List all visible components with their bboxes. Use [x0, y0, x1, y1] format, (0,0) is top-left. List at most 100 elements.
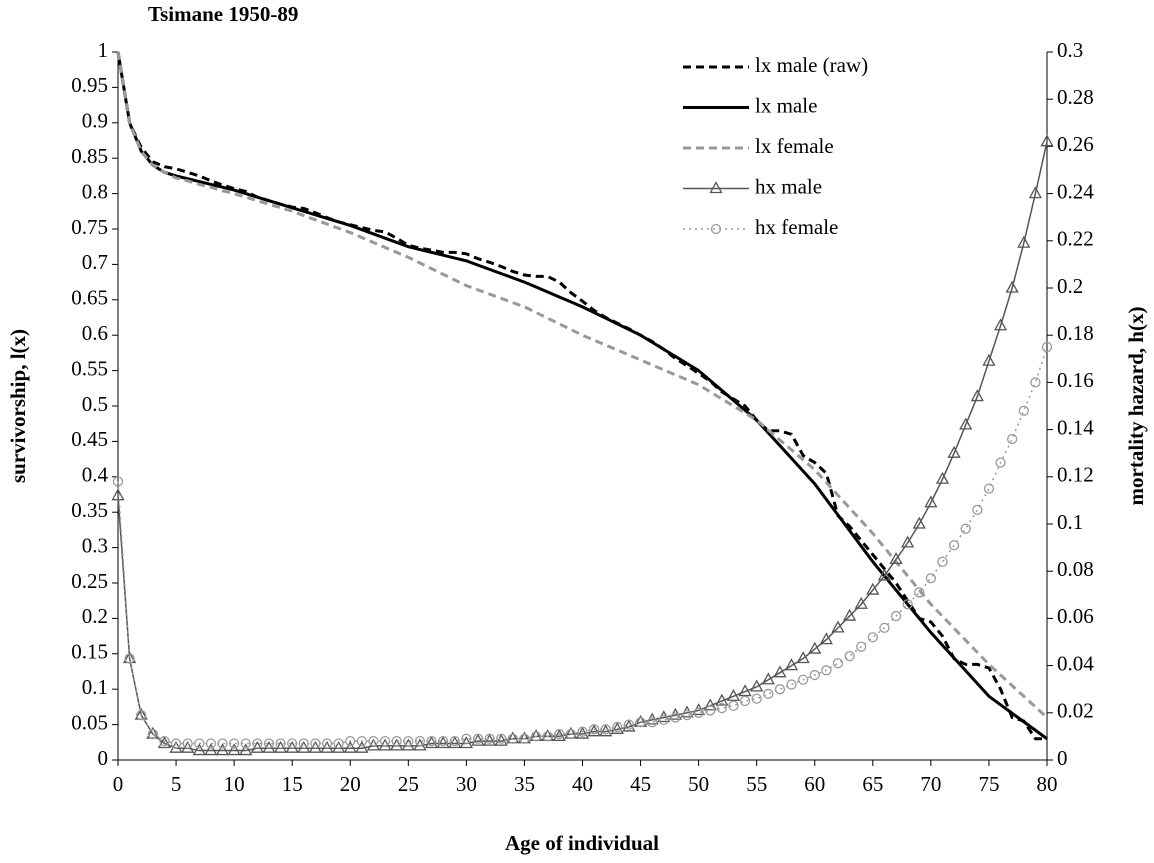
- data-point: [972, 504, 983, 515]
- data-point: [670, 712, 681, 723]
- data-point: [192, 743, 206, 756]
- y2-tick-label: 0.18: [1057, 321, 1094, 345]
- data-point: [832, 658, 844, 669]
- data-point: [774, 684, 786, 695]
- series-line: [116, 51, 1049, 719]
- data-point: [310, 738, 321, 749]
- data-point: [252, 738, 263, 749]
- x-tick-label: 80: [1037, 772, 1058, 796]
- y-tick-label: 0.95: [71, 73, 108, 97]
- data-point: [925, 573, 937, 584]
- data-point: [715, 693, 729, 706]
- data-point: [147, 728, 158, 740]
- data-point: [599, 724, 613, 737]
- data-point: [948, 540, 960, 551]
- x-tick-label: 25: [398, 772, 419, 796]
- y2-tick-label: 0.26: [1057, 132, 1094, 156]
- data-point: [750, 679, 764, 692]
- y-tick-label: 0.8: [82, 179, 108, 203]
- data-point: [901, 535, 915, 548]
- x-axis-label: Age of individual: [505, 831, 659, 855]
- series-line: [117, 141, 1048, 752]
- y2-tick-label: 0.28: [1057, 85, 1094, 109]
- data-point: [1030, 377, 1041, 388]
- y-tick-label: 0.4: [82, 463, 109, 487]
- data-point: [424, 736, 439, 749]
- data-point: [796, 651, 810, 664]
- data-point: [449, 735, 460, 747]
- data-point: [461, 733, 472, 744]
- data-point: [947, 445, 961, 458]
- data-point: [995, 457, 1006, 468]
- x-tick-label: 10: [224, 772, 245, 796]
- y-tick-label: 0.7: [82, 250, 108, 274]
- x-tick-label: 5: [171, 772, 182, 796]
- data-point: [890, 610, 902, 622]
- x-tick-label: 55: [746, 772, 767, 796]
- y2-tick-label: 0.2: [1057, 274, 1083, 298]
- x-tick-label: 50: [688, 772, 709, 796]
- y-tick-label: 0.25: [71, 569, 108, 593]
- data-point: [136, 710, 147, 721]
- data-point: [866, 582, 880, 595]
- data-point: [355, 740, 369, 753]
- legend-label: hx male: [755, 174, 822, 198]
- data-point: [728, 700, 739, 711]
- y2-tick-label: 0.24: [1057, 179, 1094, 203]
- data-point: [681, 710, 693, 721]
- data-point: [877, 568, 892, 581]
- y-tick-label: 0.9: [82, 109, 108, 133]
- data-point: [565, 728, 577, 740]
- y2-tick-label: 0.12: [1057, 463, 1094, 487]
- y-tick-label: 0.5: [82, 392, 108, 416]
- x-tick-label: 15: [282, 772, 303, 796]
- data-point: [414, 735, 426, 747]
- data-point: [345, 735, 356, 747]
- data-point: [496, 733, 507, 744]
- x-tick-label: 45: [630, 772, 651, 796]
- data-point: [111, 488, 125, 501]
- series-line: [116, 51, 1047, 741]
- y2-tick-label: 0.02: [1057, 699, 1094, 723]
- data-point: [587, 724, 601, 737]
- data-point: [797, 674, 809, 685]
- data-point: [170, 738, 182, 749]
- y2-tick-label: 0: [1057, 746, 1068, 770]
- data-point: [1018, 405, 1029, 416]
- data-point: [902, 599, 913, 610]
- data-point: [1017, 235, 1031, 248]
- data-point: [507, 733, 518, 744]
- data-point: [356, 735, 368, 747]
- x-tick-label: 35: [514, 772, 535, 796]
- data-point: [935, 471, 950, 484]
- x-tick-label: 30: [456, 772, 477, 796]
- x-tick-label: 0: [113, 772, 124, 796]
- data-point: [157, 736, 172, 749]
- x-tick-label: 65: [862, 772, 883, 796]
- y2-tick-label: 0.16: [1057, 368, 1094, 392]
- data-point: [705, 705, 716, 716]
- data-point: [368, 735, 379, 747]
- y2-tick-label: 0.04: [1057, 651, 1094, 675]
- y-tick-label: 0.75: [71, 215, 108, 239]
- y-axis-label: survivorship, l(x): [6, 329, 30, 483]
- data-point: [983, 483, 995, 494]
- y2-tick-label: 0.08: [1057, 557, 1094, 581]
- data-point: [784, 658, 799, 671]
- y-tick-label: 0.35: [71, 498, 108, 522]
- y-tick-label: 0.55: [71, 356, 108, 380]
- data-point: [215, 743, 230, 756]
- legend-label: lx female: [755, 134, 834, 158]
- data-point: [588, 724, 600, 735]
- data-point: [204, 743, 218, 756]
- legend-label: lx male: [755, 93, 817, 117]
- data-point: [1028, 186, 1042, 199]
- data-point: [240, 738, 251, 749]
- data-point: [1040, 134, 1054, 147]
- data-point: [426, 735, 437, 747]
- data-point: [263, 738, 275, 749]
- data-point: [228, 738, 240, 749]
- y-tick-label: 0: [98, 746, 109, 770]
- data-point: [960, 523, 971, 534]
- y-tick-label: 0.1: [82, 675, 108, 699]
